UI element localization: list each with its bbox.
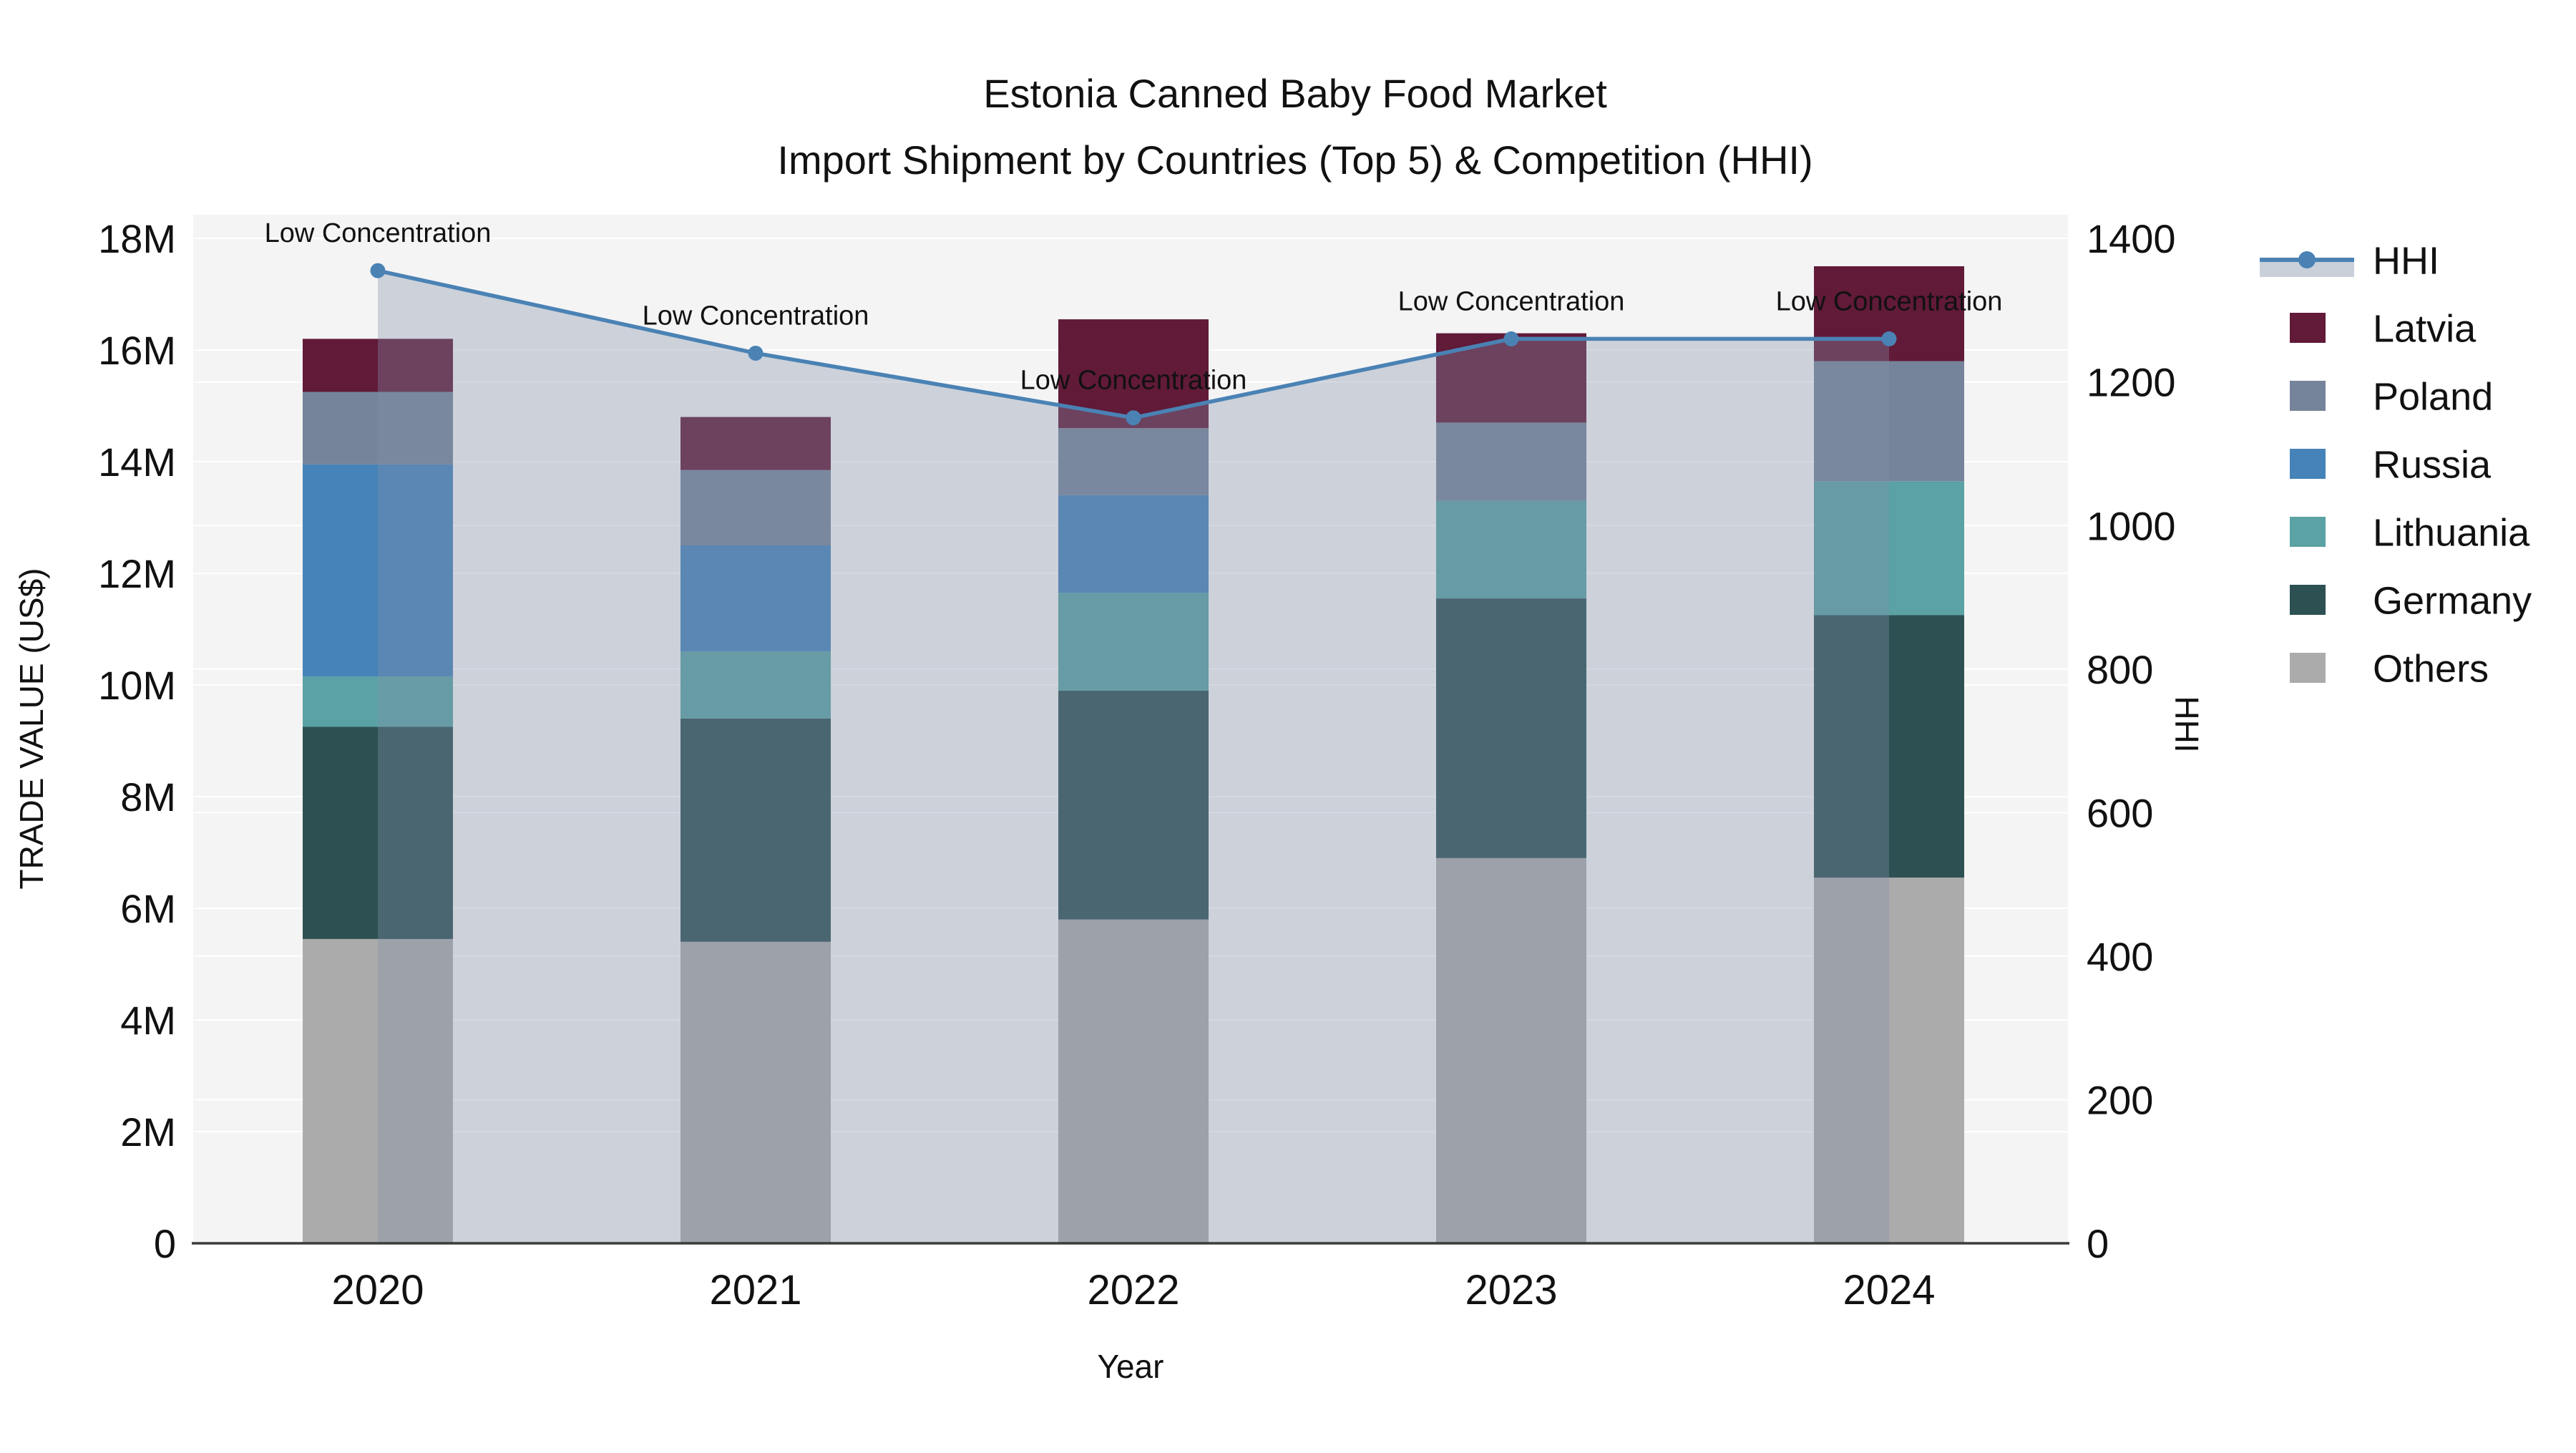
bar-segment-germany-2021[interactable] [680, 718, 831, 942]
legend-label-lithuania: Lithuania [2373, 511, 2530, 554]
bar-segment-others-2024[interactable] [1814, 878, 1964, 1243]
bar-segment-latvia-2021[interactable] [680, 417, 831, 470]
legend-label-latvia: Latvia [2373, 307, 2477, 350]
y-left-tick-14M: 14M [98, 439, 176, 485]
annotation-2021: Low Concentration [643, 301, 869, 331]
hhi-marker-2022[interactable] [1126, 410, 1141, 426]
y-left-tick-6M: 6M [120, 886, 176, 931]
y-right-tick-400: 400 [2087, 934, 2153, 979]
bar-segment-poland-2022[interactable] [1058, 428, 1209, 495]
hhi-marker-2023[interactable] [1503, 331, 1519, 346]
bar-segment-poland-2023[interactable] [1436, 422, 1586, 501]
legend-swatch-lithuania [2290, 517, 2326, 547]
legend-label-hhi: HHI [2373, 239, 2439, 282]
hhi-marker-2021[interactable] [748, 345, 763, 361]
stacked-bars [303, 266, 1964, 1243]
legend-hhi-marker-sample [2298, 251, 2316, 268]
y-left-tick-4M: 4M [120, 998, 176, 1043]
legend: HHI Latvia Poland Russia Lithuania Germany Oth… [2260, 239, 2532, 690]
x-axis-title: Year [1098, 1348, 1164, 1385]
chart-title-line2: Import Shipment by Countries (Top 5) & C… [777, 137, 1813, 183]
y-axis-left-ticks: 0 2M 4M 6M 8M 10M 12M 14M 16M 18M [98, 216, 176, 1266]
y-left-tick-10M: 10M [98, 663, 176, 708]
legend-item-hhi[interactable]: HHI [2260, 239, 2439, 282]
legend-label-russia: Russia [2373, 443, 2492, 486]
y-axis-right-ticks: 0 200 400 600 800 1000 1200 1400 [2087, 216, 2176, 1266]
y-right-tick-0: 0 [2087, 1221, 2109, 1266]
legend-label-germany: Germany [2373, 579, 2532, 622]
x-tick-2021: 2021 [709, 1267, 801, 1313]
bar-segment-lithuania-2022[interactable] [1058, 593, 1209, 691]
y-left-tick-16M: 16M [98, 328, 176, 373]
bar-segment-russia-2022[interactable] [1058, 495, 1209, 593]
annotation-2023: Low Concentration [1398, 286, 1625, 316]
bar-segment-others-2023[interactable] [1436, 857, 1586, 1243]
legend-item-russia[interactable]: Russia [2290, 443, 2492, 486]
x-tick-2022: 2022 [1087, 1267, 1179, 1313]
y-left-tick-8M: 8M [120, 774, 176, 820]
bar-segment-poland-2024[interactable] [1814, 361, 1964, 482]
hhi-marker-2024[interactable] [1881, 331, 1897, 346]
bar-segment-others-2022[interactable] [1058, 919, 1209, 1243]
legend-item-poland[interactable]: Poland [2290, 375, 2493, 418]
legend-item-germany[interactable]: Germany [2290, 579, 2532, 622]
annotations: Low Concentration Low Concentration Low Co… [265, 218, 2003, 396]
bar-segment-poland-2020[interactable] [303, 392, 453, 465]
x-tick-2024: 2024 [1843, 1267, 1935, 1313]
y-left-tick-0: 0 [154, 1221, 176, 1266]
bar-segment-latvia-2020[interactable] [303, 339, 453, 392]
x-tick-2020: 2020 [331, 1267, 424, 1313]
legend-swatch-latvia [2290, 313, 2326, 343]
bar-segment-poland-2021[interactable] [680, 470, 831, 545]
bar-segment-germany-2022[interactable] [1058, 690, 1209, 920]
hhi-area-group [378, 271, 1889, 1244]
y-left-tick-18M: 18M [98, 216, 176, 261]
bar-segment-lithuania-2023[interactable] [1436, 500, 1586, 599]
y-axis-right-title: HHI [2168, 696, 2205, 752]
y-right-tick-1400: 1400 [2087, 216, 2176, 261]
legend-swatch-germany [2290, 585, 2326, 615]
legend-item-lithuania[interactable]: Lithuania [2290, 511, 2530, 554]
bar-segment-russia-2020[interactable] [303, 464, 453, 677]
y-right-tick-1000: 1000 [2087, 503, 2176, 548]
annotation-2020: Low Concentration [265, 218, 492, 248]
hhi-area [378, 271, 1889, 1244]
annotation-2022: Low Concentration [1020, 366, 1247, 396]
bar-segment-others-2020[interactable] [303, 938, 453, 1243]
hhi-line-group [370, 263, 1897, 426]
legend-swatch-russia [2290, 449, 2326, 479]
y-left-tick-2M: 2M [120, 1109, 176, 1155]
bar-segment-lithuania-2024[interactable] [1814, 481, 1964, 616]
y-right-tick-1200: 1200 [2087, 360, 2176, 405]
bar-segment-others-2021[interactable] [680, 941, 831, 1243]
y-right-tick-600: 600 [2087, 790, 2153, 835]
annotation-2024: Low Concentration [1776, 286, 2003, 316]
legend-label-poland: Poland [2373, 375, 2493, 418]
y-left-tick-12M: 12M [98, 551, 176, 596]
bar-segment-germany-2020[interactable] [303, 726, 453, 939]
legend-swatch-others [2290, 653, 2326, 683]
y-axis-left-title: TRADE VALUE (US$) [13, 568, 50, 889]
legend-label-others: Others [2373, 647, 2489, 690]
bar-segment-russia-2021[interactable] [680, 545, 831, 652]
legend-item-latvia[interactable]: Latvia [2290, 307, 2477, 350]
y-right-tick-800: 800 [2087, 647, 2153, 692]
y-right-tick-200: 200 [2087, 1078, 2153, 1123]
x-axis-ticks: 2020 2021 2022 2023 2024 [331, 1267, 1935, 1313]
bar-segment-lithuania-2021[interactable] [680, 651, 831, 719]
legend-swatch-poland [2290, 381, 2326, 411]
chart-title-line1: Estonia Canned Baby Food Market [983, 71, 1607, 116]
x-tick-2023: 2023 [1465, 1267, 1557, 1313]
legend-item-others[interactable]: Others [2290, 647, 2489, 690]
bar-segment-germany-2024[interactable] [1814, 615, 1964, 878]
hhi-marker-2020[interactable] [370, 263, 386, 278]
bar-segment-germany-2023[interactable] [1436, 598, 1586, 858]
bar-segment-lithuania-2020[interactable] [303, 676, 453, 727]
